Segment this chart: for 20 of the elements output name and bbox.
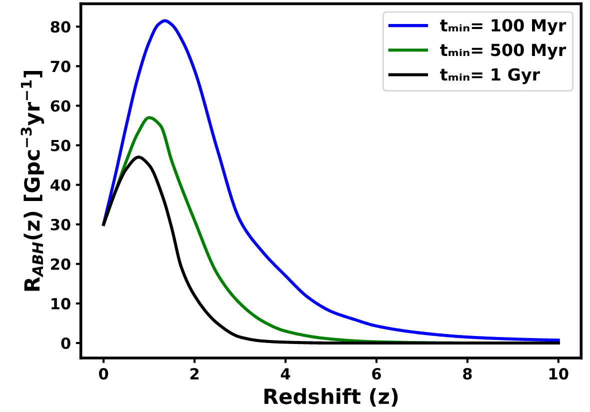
x-axis-title: Redshift (z): [264, 388, 398, 407]
y-tick-label: 60: [50, 100, 70, 112]
legend-label: tₘᵢₙ= 1 Gyr: [440, 68, 540, 84]
x-tick-label: 8: [463, 368, 472, 380]
y-tick-label: 0: [61, 337, 70, 350]
y-tick-label: 50: [51, 140, 70, 152]
y-tick-label: 40: [50, 179, 70, 191]
y-axis-title: R$_{ABH}$(z) [Gpc$^{−3}$yr$^{−1}$]: [20, 71, 44, 291]
y-tick-label: 20: [51, 258, 70, 270]
y-tick-label: 30: [50, 218, 70, 230]
x-tick-label: 10: [550, 368, 568, 380]
x-tick-label: 2: [190, 368, 199, 380]
x-tick-label: 0: [98, 368, 108, 380]
y-tick-label: 80: [50, 21, 70, 33]
x-tick-label: 4: [280, 368, 290, 380]
legend-label: tₘᵢₙ= 100 Myr: [440, 19, 566, 35]
legend-label: tₘᵢₙ= 500 Myr: [440, 44, 566, 60]
y-tick-label: 10: [52, 298, 70, 310]
x-tick-label: 6: [372, 368, 381, 380]
y-tick-label: 70: [50, 60, 70, 72]
